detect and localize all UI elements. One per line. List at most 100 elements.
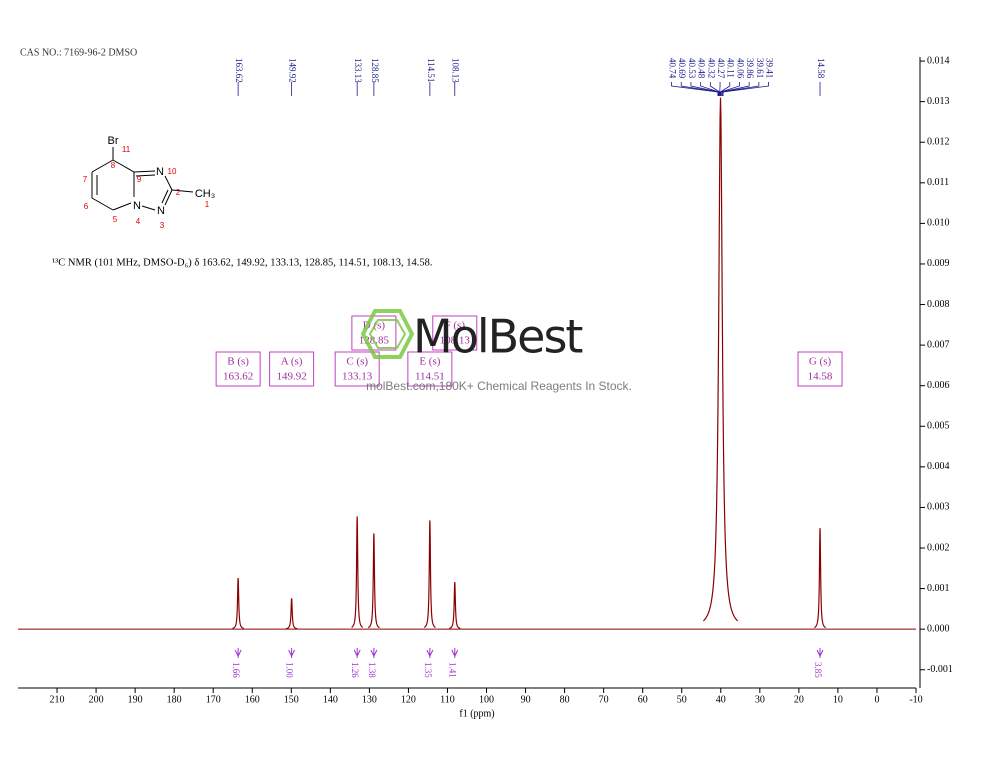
peak-leader bbox=[722, 82, 769, 96]
atom-label: 10 bbox=[168, 167, 177, 176]
multiplet-label: A (s) bbox=[281, 356, 303, 368]
peak-label: 128.85 bbox=[370, 58, 380, 83]
peak-label: 14.58 bbox=[816, 58, 826, 79]
atom-label: 11 bbox=[122, 145, 131, 154]
peak bbox=[448, 582, 461, 630]
x-tick-label: -10 bbox=[909, 694, 922, 705]
y-tick-label: 0.002 bbox=[927, 542, 950, 553]
y-tick-label: 0.001 bbox=[927, 583, 950, 594]
structure-bonds bbox=[91, 147, 194, 211]
peak-label: 133.13 bbox=[353, 58, 363, 83]
y-tick-label: 0.010 bbox=[927, 218, 950, 229]
integral-label: 3.85 bbox=[813, 662, 823, 678]
x-tick-label: 60 bbox=[638, 694, 648, 705]
peak-label: 39.86 bbox=[745, 58, 755, 79]
multiplet-box bbox=[334, 351, 380, 387]
multiplet-label: B (s) bbox=[227, 356, 249, 368]
x-axis-label: f1 (ppm) bbox=[459, 708, 494, 719]
x-tick-label: 30 bbox=[755, 694, 765, 705]
x-tick-label: 150 bbox=[284, 694, 299, 705]
y-tick-label: -0.001 bbox=[927, 664, 953, 675]
multiplet-label: F (s) bbox=[445, 320, 466, 332]
x-tick-label: 70 bbox=[599, 694, 609, 705]
peak bbox=[285, 598, 298, 630]
multiplet-shift: 149.92 bbox=[276, 371, 306, 383]
integral-label: 1.66 bbox=[231, 662, 241, 678]
integral-mark bbox=[353, 648, 361, 658]
peak-label: 40.32 bbox=[706, 58, 716, 78]
multiplet-box bbox=[215, 351, 261, 387]
x-tick-label: 80 bbox=[560, 694, 570, 705]
atom-label: 3 bbox=[160, 221, 165, 230]
watermark-brand: MolBest bbox=[413, 310, 582, 364]
peak-label: 40.53 bbox=[687, 58, 697, 79]
peak-label: 108.13 bbox=[451, 58, 461, 83]
multiplet-shift: 14.58 bbox=[808, 371, 833, 383]
multiplet-box bbox=[797, 351, 843, 387]
y-tick-label: 0.003 bbox=[927, 502, 950, 513]
atom-label: N bbox=[133, 200, 141, 212]
peak-label: 39.41 bbox=[764, 58, 774, 78]
chart-title: CAS NO.: 7169-96-2 DMSO bbox=[20, 47, 137, 58]
peak bbox=[351, 516, 364, 628]
atom-label: N bbox=[156, 166, 164, 178]
watermark-tagline: molBest.com,180K+ Chemical Reagents In S… bbox=[366, 379, 632, 393]
peak bbox=[702, 97, 739, 622]
x-tick-label: 140 bbox=[323, 694, 338, 705]
x-tick-label: 130 bbox=[362, 694, 377, 705]
integral-mark bbox=[234, 648, 242, 658]
x-tick-label: 180 bbox=[167, 694, 182, 705]
y-tick-label: 0.000 bbox=[927, 623, 950, 634]
peak-leader bbox=[720, 82, 740, 96]
multiplet-box bbox=[432, 315, 478, 351]
peak-label: 114.51 bbox=[426, 58, 436, 82]
integral-mark bbox=[451, 648, 459, 658]
x-tick-label: 120 bbox=[401, 694, 416, 705]
nmr-description: ¹³C NMR (101 MHz, DMSO-D₆) δ 163.62, 149… bbox=[52, 257, 433, 268]
peak bbox=[814, 528, 826, 629]
x-tick-label: 170 bbox=[206, 694, 221, 705]
watermark-logo bbox=[360, 309, 415, 359]
peak bbox=[423, 520, 436, 628]
multiplet-label: C (s) bbox=[346, 356, 368, 368]
peak-leader bbox=[720, 82, 750, 96]
multiplet-label: E (s) bbox=[419, 356, 440, 368]
atom-label: 2 bbox=[176, 188, 181, 197]
peak-label: 40.48 bbox=[697, 58, 707, 79]
integral-label: 1.00 bbox=[285, 662, 295, 678]
multiplet-shift: 163.62 bbox=[223, 371, 253, 383]
peak-label: 40.27 bbox=[716, 58, 726, 79]
integral-label: 1.26 bbox=[350, 662, 360, 678]
peak-label: 40.06 bbox=[735, 58, 745, 79]
multiplet-label: G (s) bbox=[809, 356, 832, 368]
atom-label: 6 bbox=[84, 202, 89, 211]
y-tick-label: 0.013 bbox=[927, 96, 950, 107]
x-tick-label: 210 bbox=[50, 694, 65, 705]
y-tick-label: 0.007 bbox=[927, 339, 950, 350]
integral-mark bbox=[370, 648, 378, 658]
peak-leader bbox=[680, 82, 719, 96]
peak bbox=[367, 533, 380, 629]
y-tick-label: 0.004 bbox=[927, 461, 950, 472]
x-tick-label: 10 bbox=[833, 694, 843, 705]
integral-mark bbox=[288, 648, 296, 658]
peak-label: 40.69 bbox=[677, 58, 687, 79]
peak bbox=[232, 577, 244, 629]
atom-label: CH₃ bbox=[195, 188, 215, 200]
x-tick-label: 200 bbox=[89, 694, 104, 705]
y-tick-label: 0.006 bbox=[927, 380, 950, 391]
atom-label: Br bbox=[108, 135, 119, 147]
peak-label: 149.92 bbox=[288, 58, 298, 83]
atom-label: N bbox=[157, 205, 165, 217]
x-tick-label: 20 bbox=[794, 694, 804, 705]
y-tick-label: 0.011 bbox=[927, 177, 949, 188]
peak-label: 40.74 bbox=[667, 58, 677, 79]
peak-leader bbox=[721, 82, 760, 96]
y-tick-label: 0.005 bbox=[927, 421, 950, 432]
atom-label: 9 bbox=[137, 175, 142, 184]
x-tick-label: 100 bbox=[479, 694, 494, 705]
x-tick-label: 0 bbox=[874, 694, 879, 705]
x-tick-label: 90 bbox=[521, 694, 531, 705]
